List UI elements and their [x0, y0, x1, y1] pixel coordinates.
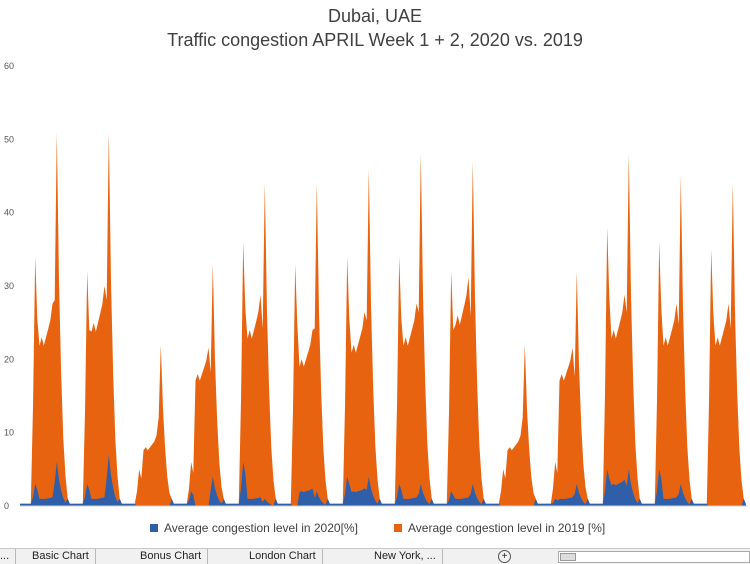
legend-swatch-2020: [150, 524, 158, 532]
y-tick-label: 40: [4, 208, 14, 218]
sheet-tab-bar: ... Basic Chart Bonus Chart London Chart…: [0, 548, 750, 564]
series-2019-area: [20, 132, 746, 506]
plus-circle-icon[interactable]: +: [498, 550, 511, 563]
legend-item-2019: Average congestion level in 2019 [%]: [394, 521, 605, 535]
legend-label-2020: Average congestion level in 2020[%]: [164, 521, 358, 535]
y-tick-label: 60: [4, 61, 14, 71]
y-tick-label: 0: [4, 501, 9, 511]
chart-title: Dubai, UAE: [327, 6, 423, 26]
y-tick-label: 20: [4, 354, 14, 364]
chart-subtitle: Traffic congestion APRIL Week 1 + 2, 202…: [167, 30, 583, 50]
y-tick-label: 10: [4, 428, 14, 438]
legend-item-2020: Average congestion level in 2020[%]: [150, 521, 358, 535]
sheet-tab-basic-chart[interactable]: Basic Chart: [26, 549, 96, 564]
legend-label-2019: Average congestion level in 2019 [%]: [408, 521, 606, 535]
chart: Dubai, UAE Traffic congestion APRIL Week…: [0, 6, 750, 539]
horizontal-scrollbar[interactable]: [558, 551, 750, 563]
plot-area: 0 10 20 30 40 50 60: [4, 61, 748, 511]
sheet-tab-new-york[interactable]: New York, ...: [368, 549, 443, 564]
sheet-tab-london-chart[interactable]: London Chart: [243, 549, 323, 564]
sheet-tab-prev[interactable]: ...: [0, 549, 17, 564]
y-tick-label: 50: [4, 134, 14, 144]
scrollbar-thumb[interactable]: [560, 553, 576, 561]
y-tick-label: 30: [4, 281, 14, 291]
series-2020-area: [20, 454, 746, 506]
legend-swatch-2019: [394, 524, 402, 532]
y-axis: 0 10 20 30 40 50 60: [4, 61, 14, 511]
legend: Average congestion level in 2020[%] Aver…: [0, 521, 750, 539]
sheet-tab-bonus-chart[interactable]: Bonus Chart: [134, 549, 209, 564]
